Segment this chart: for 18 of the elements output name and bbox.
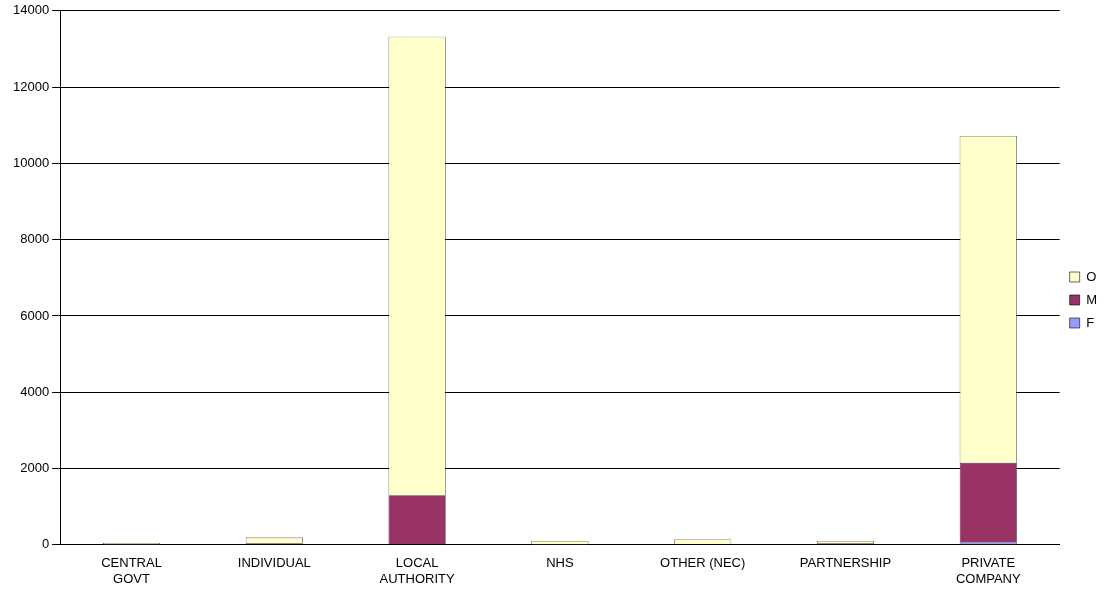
y-tick-label: 14000 — [12, 2, 50, 18]
y-tick-label: 0 — [41, 536, 50, 552]
x-tick-label: NHS — [546, 555, 574, 571]
legend-label: O — [1086, 268, 1097, 284]
legend-label: M — [1086, 291, 1098, 307]
legend-label: F — [1086, 314, 1095, 330]
x-tick-label: INDIVIDUAL — [237, 555, 311, 571]
x-tick-label: OTHER (NEC) — [660, 555, 746, 571]
x-tick-label: LOCAL AUTHORITY — [379, 555, 455, 586]
x-tick-label: PARTNERSHIP — [799, 555, 892, 571]
y-tick-label: 10000 — [12, 154, 50, 170]
y-tick-label: 4000 — [20, 383, 50, 399]
x-tick-label: PRIVATE COMPANY — [955, 555, 1021, 586]
y-tick-label: 12000 — [12, 78, 50, 94]
y-tick-label: 8000 — [20, 231, 50, 247]
y-tick-label: 2000 — [20, 460, 50, 476]
x-tick-label: CENTRAL GOVT — [101, 555, 162, 586]
y-tick-label: 6000 — [20, 307, 50, 323]
